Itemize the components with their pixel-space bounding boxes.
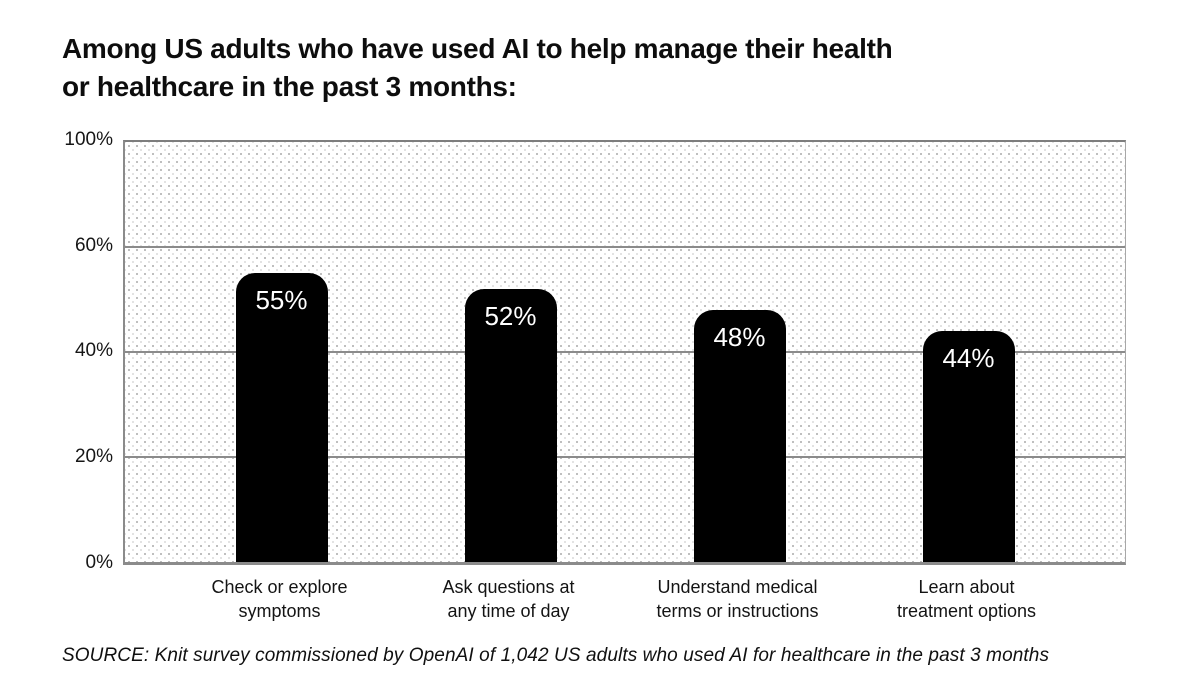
bar-value-label: 55%: [255, 285, 308, 316]
y-axis-tick-40: 40%: [74, 340, 113, 361]
x-axis-label-understand-terms: Understand medical terms or instructions: [656, 577, 819, 621]
bar-slot: 44%: [854, 142, 1083, 562]
gridline-40: [125, 351, 1125, 353]
x-axis: Check or explore symptoms Ask questions …: [123, 575, 1123, 623]
x-axis-label-check-symptoms: Check or explore symptoms: [211, 577, 348, 621]
bar-learn-treatment-options: 44%: [922, 331, 1015, 562]
bars-group: 55% 52% 48% 44%: [125, 142, 1125, 562]
plot-area: 55% 52% 48% 44%: [123, 140, 1126, 565]
gridline-60: [125, 246, 1125, 248]
bar-ask-questions-any-time: 52%: [464, 289, 557, 562]
y-axis-tick-60: 60%: [74, 235, 113, 256]
y-axis-tick-100: 100%: [64, 129, 113, 150]
bar-value-label: 48%: [713, 322, 766, 352]
x-axis-label-learn-treatment: Learn about treatment options: [896, 577, 1037, 621]
y-axis-tick-0: 0%: [85, 552, 113, 573]
bar-value-label: 44%: [942, 343, 995, 373]
bar-check-or-explore-symptoms: 55%: [235, 273, 328, 562]
chart-title-line-2: or healthcare in the past 3 months:: [62, 71, 517, 102]
bar-slot: 48%: [625, 142, 854, 562]
bar-value-label: 52%: [484, 301, 537, 331]
y-axis-tick-20: 20%: [74, 446, 113, 467]
chart-title-line-1: Among US adults who have used AI to help…: [62, 33, 893, 64]
chart-title: Among US adults who have used AI to help…: [62, 30, 893, 106]
gridline-20: [125, 456, 1125, 458]
y-axis: 100% 60% 40% 20% 0%: [0, 129, 113, 573]
source-note: SOURCE: Knit survey commissioned by Open…: [62, 645, 1050, 666]
bar-understand-medical-terms: 48%: [693, 310, 786, 562]
x-axis-label-ask-questions: Ask questions at any time of day: [442, 577, 575, 621]
bar-slot: 55%: [167, 142, 396, 562]
bar-slot: 52%: [396, 142, 625, 562]
